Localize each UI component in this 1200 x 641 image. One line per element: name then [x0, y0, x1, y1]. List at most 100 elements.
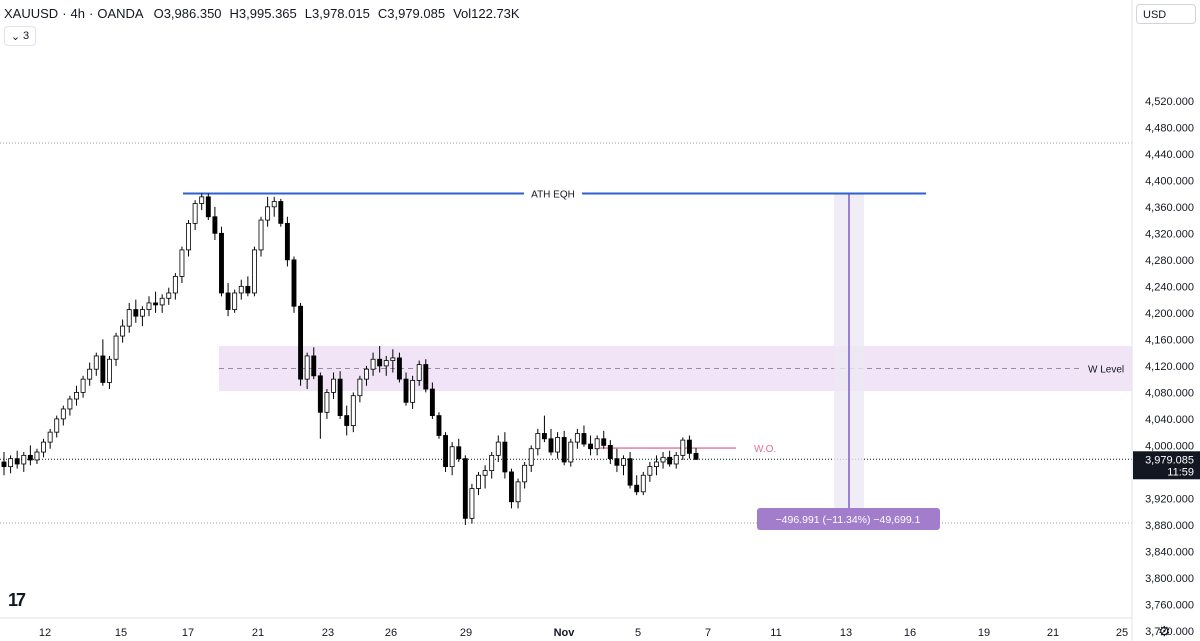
candle-body[interactable] — [199, 196, 205, 204]
candle-body[interactable] — [449, 446, 455, 468]
candle-body[interactable] — [660, 456, 666, 463]
candle-body[interactable] — [528, 448, 534, 466]
currency-button[interactable]: USD — [1136, 4, 1196, 24]
candle-body[interactable] — [179, 249, 185, 277]
candle-body[interactable] — [383, 360, 389, 367]
candle-body[interactable] — [166, 292, 172, 299]
candle-body[interactable] — [357, 378, 363, 397]
candle-body[interactable] — [693, 452, 699, 460]
candle-body[interactable] — [278, 201, 284, 224]
candle-body[interactable] — [344, 415, 350, 426]
candle-body[interactable] — [588, 443, 593, 450]
candle-body[interactable] — [298, 305, 304, 380]
candle-body[interactable] — [416, 364, 422, 381]
candle-body[interactable] — [535, 433, 541, 450]
candle-body[interactable] — [396, 357, 402, 380]
candle-body[interactable] — [495, 441, 501, 456]
candle-body[interactable] — [614, 458, 620, 466]
candle-body[interactable] — [54, 418, 60, 433]
candle-body[interactable] — [107, 358, 112, 383]
candle-body[interactable] — [469, 488, 475, 519]
candle-body[interactable] — [133, 309, 139, 317]
candle-body[interactable] — [324, 391, 330, 413]
candle-body[interactable] — [271, 201, 277, 208]
candle-body[interactable] — [667, 456, 673, 465]
candle-body[interactable] — [654, 461, 659, 468]
symbol-name[interactable]: XAUUSD — [4, 6, 59, 21]
candle-body[interactable] — [502, 441, 508, 473]
candle-body[interactable] — [607, 445, 613, 460]
candle-body[interactable] — [113, 335, 119, 360]
candle-body[interactable] — [87, 368, 93, 380]
candle-body[interactable] — [515, 481, 521, 503]
candle-body[interactable] — [555, 437, 561, 453]
candle-body[interactable] — [284, 222, 290, 261]
candle-body[interactable] — [647, 466, 653, 476]
candle-body[interactable] — [60, 408, 66, 420]
candle-body[interactable] — [8, 458, 14, 468]
candle-body[interactable] — [93, 355, 99, 370]
candle-body[interactable] — [304, 355, 310, 380]
candle-body[interactable] — [153, 302, 159, 306]
candle-body[interactable] — [47, 431, 53, 443]
candle-body[interactable] — [686, 439, 692, 454]
candle-body[interactable] — [232, 292, 238, 310]
candle-body[interactable] — [120, 325, 126, 337]
candle-body[interactable] — [476, 474, 481, 489]
candle-body[interactable] — [634, 484, 640, 493]
candle-body[interactable] — [548, 438, 554, 453]
candle-body[interactable] — [331, 378, 336, 393]
candle-body[interactable] — [291, 259, 297, 307]
candle-body[interactable] — [594, 438, 600, 450]
candle-body[interactable] — [186, 222, 191, 251]
candle-body[interactable] — [462, 458, 468, 519]
candle-body[interactable] — [311, 355, 317, 377]
candle-body[interactable] — [146, 302, 152, 310]
candle-body[interactable] — [410, 380, 416, 403]
candle-body[interactable] — [574, 433, 580, 443]
candle-body[interactable] — [390, 357, 396, 361]
candle-body[interactable] — [1, 461, 7, 468]
candle-body[interactable] — [403, 378, 409, 403]
candle-body[interactable] — [192, 203, 198, 224]
candle-body[interactable] — [159, 297, 165, 306]
candle-body[interactable] — [258, 219, 264, 251]
candle-body[interactable] — [423, 364, 429, 390]
candle-body[interactable] — [640, 474, 646, 493]
candle-body[interactable] — [126, 309, 132, 327]
candle-body[interactable] — [100, 355, 106, 383]
candle-body[interactable] — [350, 395, 356, 426]
candle-body[interactable] — [443, 435, 449, 468]
candle-body[interactable] — [265, 206, 271, 221]
candle-body[interactable] — [673, 454, 679, 465]
candle-body[interactable] — [317, 375, 323, 413]
candle-body[interactable] — [172, 276, 178, 294]
interval-label[interactable]: 4h — [70, 6, 85, 21]
candle-body[interactable] — [205, 196, 211, 218]
candle-body[interactable] — [489, 454, 495, 472]
candle-body[interactable] — [41, 441, 46, 453]
candle-body[interactable] — [568, 441, 574, 463]
indicators-collapse-button[interactable]: ⌄ 3 — [4, 26, 36, 46]
candle-body[interactable] — [509, 471, 514, 503]
candle-body[interactable] — [429, 388, 435, 416]
candle-body[interactable] — [680, 439, 686, 456]
candle-body[interactable] — [139, 309, 145, 317]
candle-body[interactable] — [364, 368, 369, 380]
candle-body[interactable] — [621, 458, 626, 466]
candle-body[interactable] — [337, 378, 343, 416]
gear-icon[interactable]: ⚙ — [1158, 623, 1171, 639]
candle-body[interactable] — [225, 292, 231, 310]
candle-body[interactable] — [245, 285, 251, 294]
candle-body[interactable] — [627, 458, 633, 486]
candle-body[interactable] — [541, 433, 547, 440]
candle-body[interactable] — [21, 454, 27, 465]
candle-body[interactable] — [74, 391, 79, 400]
candle-body[interactable] — [27, 454, 33, 461]
tradingview-logo-icon[interactable]: 17 — [8, 590, 26, 610]
candle-body[interactable] — [456, 446, 462, 460]
candle-body[interactable] — [370, 358, 376, 370]
candle-body[interactable] — [436, 415, 442, 436]
candle-body[interactable] — [522, 464, 528, 483]
